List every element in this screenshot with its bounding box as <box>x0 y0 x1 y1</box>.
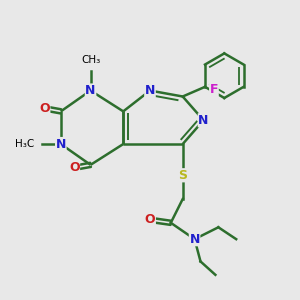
Text: S: S <box>178 169 187 182</box>
Text: N: N <box>198 114 209 127</box>
Text: O: O <box>69 161 80 174</box>
Text: N: N <box>145 84 155 97</box>
Text: N: N <box>56 138 66 151</box>
Text: F: F <box>210 83 218 96</box>
Text: H₃C: H₃C <box>15 139 34 149</box>
Text: O: O <box>145 213 155 226</box>
Text: CH₃: CH₃ <box>81 55 100 65</box>
Text: N: N <box>189 233 200 246</box>
Text: N: N <box>85 84 96 97</box>
Text: O: O <box>39 102 50 115</box>
